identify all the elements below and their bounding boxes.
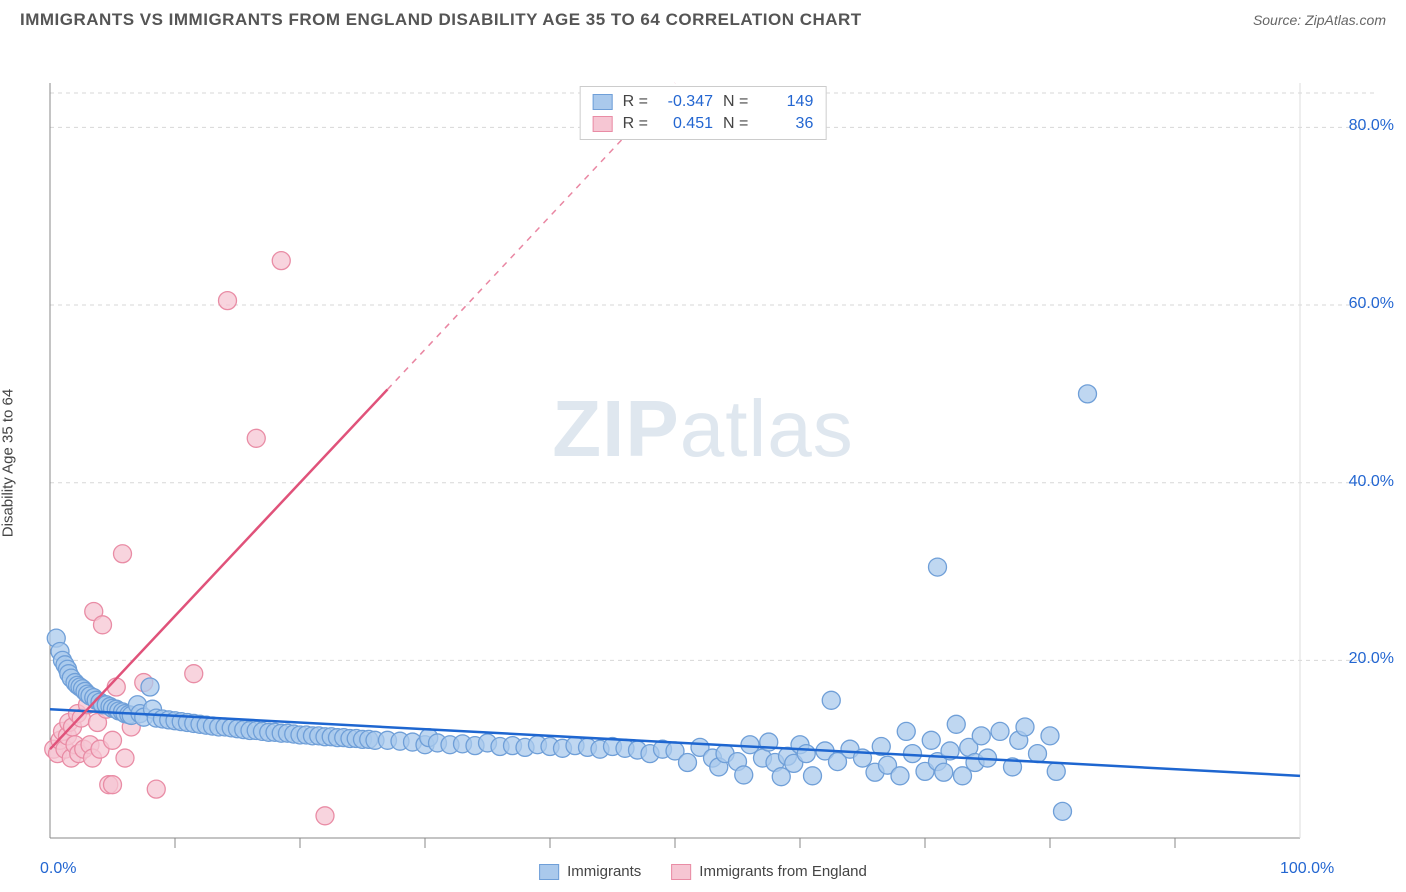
r-value-blue: -0.347 (658, 93, 713, 111)
swatch-pink (593, 116, 613, 132)
n-value-pink: 36 (758, 115, 813, 133)
stats-row-pink: R = 0.451 N = 36 (581, 113, 826, 135)
chart-title: IMMIGRANTS VS IMMIGRANTS FROM ENGLAND DI… (20, 10, 862, 30)
r-label: R = (623, 93, 648, 111)
stats-legend-box: R = -0.347 N = 149 R = 0.451 N = 36 (580, 86, 827, 140)
source-link[interactable]: ZipAtlas.com (1305, 12, 1386, 28)
swatch-blue (593, 94, 613, 110)
x-axis-min-label: 0.0% (40, 860, 76, 878)
n-value-blue: 149 (758, 93, 813, 111)
chart-area: Disability Age 35 to 64 ZIPatlas R = -0.… (0, 38, 1406, 888)
legend-label-immigrants: Immigrants (567, 863, 641, 880)
legend-item-england: Immigrants from England (671, 863, 867, 880)
source-prefix: Source: (1253, 12, 1305, 28)
y-tick-label: 60.0% (1349, 295, 1394, 313)
x-axis-max-label: 100.0% (1280, 860, 1334, 878)
legend-item-immigrants: Immigrants (539, 863, 641, 880)
r-label: R = (623, 115, 648, 133)
source-attribution: Source: ZipAtlas.com (1253, 12, 1386, 28)
y-axis-label: Disability Age 35 to 64 (0, 389, 17, 537)
n-label: N = (723, 115, 748, 133)
bottom-legend: Immigrants Immigrants from England (539, 863, 867, 880)
n-label: N = (723, 93, 748, 111)
y-tick-label: 40.0% (1349, 473, 1394, 491)
stats-row-blue: R = -0.347 N = 149 (581, 91, 826, 113)
scatter-chart (0, 38, 1406, 888)
y-tick-label: 20.0% (1349, 650, 1394, 668)
y-tick-label: 80.0% (1349, 117, 1394, 135)
r-value-pink: 0.451 (658, 115, 713, 133)
legend-swatch-pink (671, 864, 691, 880)
header: IMMIGRANTS VS IMMIGRANTS FROM ENGLAND DI… (0, 0, 1406, 38)
legend-swatch-blue (539, 864, 559, 880)
legend-label-england: Immigrants from England (699, 863, 867, 880)
